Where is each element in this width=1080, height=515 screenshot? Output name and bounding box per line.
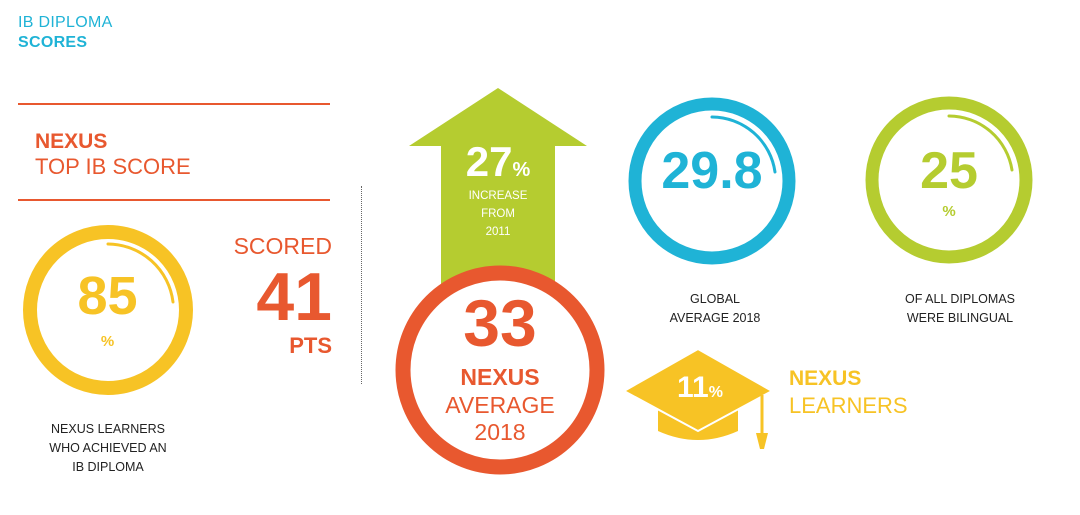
diploma-caption-line-2: WHO ACHIEVED AN (49, 441, 167, 455)
bilingual-caption-line-1: OF ALL DIPLOMAS (905, 292, 1015, 306)
divider-bottom (18, 199, 330, 201)
bilingual-symbol: % (942, 203, 956, 220)
global-caption: GLOBAL AVERAGE 2018 (640, 290, 790, 328)
increase-caption: INCREASE FROM 2011 (440, 187, 556, 241)
bilingual-value: 25 (920, 142, 978, 200)
learners-symbol: % (708, 384, 723, 401)
diploma-caption-line-3: IB DIPLOMA (72, 460, 144, 474)
top-score-title: TOP IB SCORE (35, 154, 191, 179)
header-line-2: SCORES (18, 34, 88, 51)
increase-value-line: 27% (440, 138, 556, 186)
average-line-1: AVERAGE (445, 392, 555, 418)
diploma-value: 85 (77, 266, 138, 326)
learners-label: LEARNERS (789, 393, 908, 418)
average-line-2: 2018 (474, 419, 526, 445)
bilingual-caption-line-2: WERE BILINGUAL (906, 311, 1014, 325)
diploma-symbol: % (100, 333, 115, 350)
header-line-1: IB DIPLOMA (18, 14, 113, 31)
divider-top (18, 103, 330, 105)
increase-line-1: INCREASE (468, 190, 528, 202)
increase-line-3: 2011 (485, 226, 511, 238)
scored-label: SCORED (233, 233, 332, 259)
diploma-caption: NEXUS LEARNERS WHO ACHIEVED AN IB DIPLOM… (30, 420, 186, 477)
global-caption-line-1: GLOBAL (689, 292, 741, 306)
points-label: PTS (289, 333, 332, 358)
bilingual-ring (865, 96, 1033, 264)
bilingual-caption: OF ALL DIPLOMAS WERE BILINGUAL (880, 290, 1040, 328)
average-nexus: NEXUS (460, 364, 540, 390)
increase-symbol: % (512, 159, 531, 181)
average-ring (395, 265, 605, 475)
average-value: 33 (463, 286, 537, 360)
increase-line-2: FROM (481, 208, 515, 220)
top-score-nexus: NEXUS (35, 130, 108, 153)
diploma-ring (23, 225, 193, 395)
diploma-caption-line-1: NEXUS LEARNERS (51, 422, 165, 436)
up-arrow-icon (409, 88, 587, 288)
global-value: 29.8 (661, 142, 763, 200)
graduation-cap-icon (622, 347, 772, 449)
top-score-points: 41 (256, 259, 332, 335)
increase-value: 27 (465, 138, 513, 185)
learners-value-line: 11% (650, 371, 750, 405)
average-caption: AVERAGE 2018 (400, 392, 600, 446)
global-ring (628, 97, 796, 265)
learners-value: 11 (677, 371, 709, 404)
learners-nexus: NEXUS (789, 367, 862, 390)
global-caption-line-2: AVERAGE 2018 (669, 311, 761, 325)
vertical-divider (361, 186, 362, 384)
